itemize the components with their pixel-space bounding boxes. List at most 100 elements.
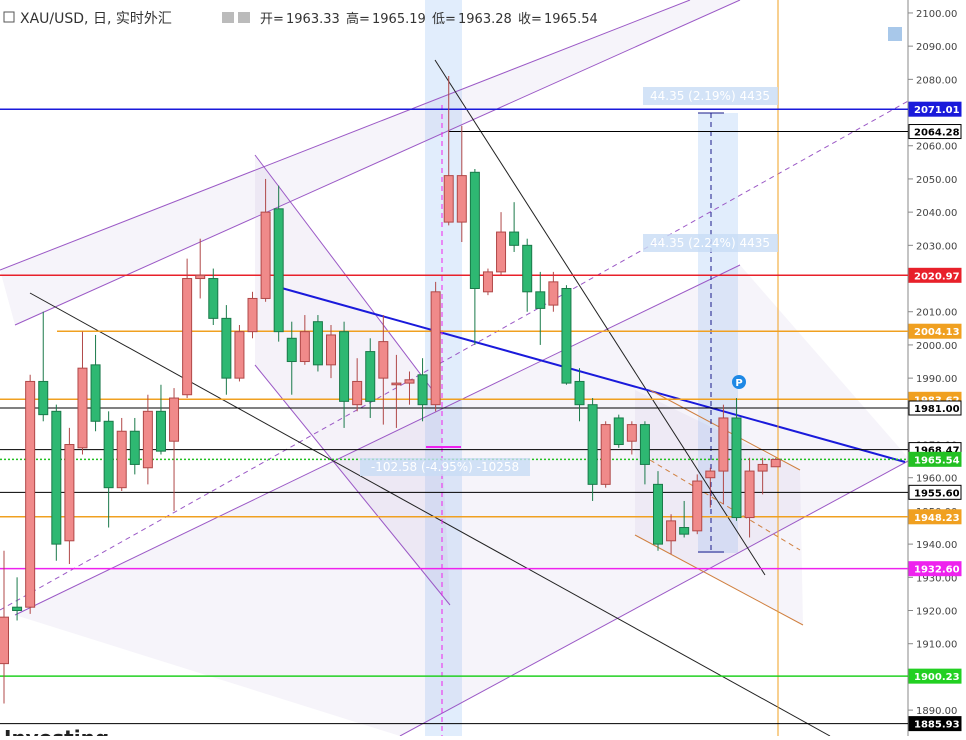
y-tick-label: 2080.00 [916, 75, 957, 86]
candle-body [339, 331, 350, 402]
candle-body [169, 397, 180, 442]
price-tag [908, 484, 962, 500]
candle-body [692, 480, 703, 532]
candle-body [38, 380, 49, 416]
y-tick-label: 2090.00 [916, 42, 957, 53]
price-tag [908, 451, 962, 467]
header-value: 1963.28 [458, 12, 512, 27]
candle-body [653, 483, 663, 545]
candle-body [626, 424, 637, 442]
candle-body [208, 278, 219, 319]
price-tag-label: 1965.54 [914, 455, 960, 466]
y-tick-label: 2060.00 [916, 142, 957, 153]
settings-icon[interactable] [238, 12, 250, 23]
header: XAU/USD, 日, 实时外汇 开= 1963.33 高= 1965.19 低= 196… [3, 11, 598, 27]
toggle-button[interactable] [888, 27, 902, 41]
candle-body [299, 331, 310, 363]
candle-body [574, 380, 585, 406]
price-tag-label: 1885.93 [914, 720, 960, 731]
candle-body [103, 420, 114, 489]
measure-label: 44.35 (2.19%) 4435 [650, 89, 770, 103]
price-tag [908, 561, 962, 577]
header-label: 收= [518, 12, 542, 27]
candle-body [391, 382, 402, 386]
price-tag-label: 1900.23 [914, 672, 960, 683]
candle-body [195, 274, 206, 280]
price-tag [908, 267, 962, 283]
candle-body [718, 417, 729, 472]
measure-label: 44.35 (2.24%) 4435 [650, 236, 770, 250]
candle-body [260, 211, 271, 299]
y-tick-label: 1940.00 [916, 540, 957, 551]
candle-body [326, 334, 336, 366]
price-tag [908, 124, 962, 140]
y-tick-label: 1990.00 [916, 374, 957, 385]
measure-labels: 44.35 (2.19%) 4435 44.35 (2.24%) 4435 -1… [360, 87, 778, 476]
candle-body [731, 417, 742, 519]
candle-body [639, 424, 650, 465]
candle-body [509, 231, 520, 246]
candle-body [155, 410, 166, 452]
candle-body [25, 380, 36, 608]
candle-body [352, 380, 363, 406]
header-value: 1963.33 [286, 12, 340, 27]
candle-body [469, 171, 480, 289]
candle-body [548, 281, 559, 306]
candle-body [744, 470, 755, 519]
candle-body [273, 208, 284, 333]
header-label: 开= [260, 12, 284, 27]
y-tick-label: 2030.00 [916, 241, 957, 252]
price-tag [908, 400, 962, 416]
y-tick-label: 2000.00 [916, 341, 957, 352]
header-value: 1965.19 [372, 12, 426, 27]
candle-body [430, 291, 441, 406]
settings-icon[interactable] [222, 12, 234, 23]
svg-text:P: P [735, 378, 742, 389]
price-tag-label: 1968.47 [914, 446, 960, 457]
candle-body [522, 244, 533, 293]
candle-body [221, 317, 232, 379]
price-tag-label: 1981.00 [914, 404, 960, 415]
price-tag-label: 1955.60 [914, 488, 960, 499]
candle-body [613, 417, 624, 446]
candle-body [182, 278, 193, 396]
header-value: 1965.54 [544, 12, 598, 27]
candle-body [51, 410, 62, 545]
price-tag [908, 509, 962, 525]
candle-body [378, 341, 389, 379]
y-tick-label: 2040.00 [916, 208, 957, 219]
price-tag [908, 323, 962, 339]
candle-body [417, 374, 428, 406]
event-marker[interactable] [732, 375, 746, 389]
symbol: XAU/USD, 日, 实时外汇 [20, 11, 172, 27]
candle-body [757, 463, 768, 472]
candle-body [142, 410, 153, 469]
candle-body [482, 271, 493, 293]
candle-body [404, 379, 415, 384]
candle-body [705, 470, 716, 479]
logo: Investing [4, 726, 109, 736]
candle-body [535, 291, 546, 309]
price-tag [908, 101, 962, 117]
y-tick-label: 2010.00 [916, 308, 957, 319]
candle-body [247, 297, 258, 333]
price-lines [0, 108, 908, 725]
y-tick-label: 1910.00 [916, 640, 957, 651]
price-tags: 2071.012064.282020.972004.131983.621981.… [908, 101, 962, 732]
candle-body [129, 430, 140, 465]
candle-body [496, 231, 507, 273]
y-tick-label: 1930.00 [916, 573, 957, 584]
candle-body [312, 321, 323, 366]
price-tag-label: 2071.01 [914, 105, 960, 116]
y-tick-label: 1920.00 [916, 607, 957, 618]
price-tag-label: 1948.23 [914, 513, 960, 524]
header-label: 高= [346, 11, 370, 27]
candles [0, 76, 781, 704]
candle-body [587, 404, 598, 485]
price-tag-label: 2020.97 [914, 271, 960, 282]
candle-body [456, 175, 467, 223]
candle-body [116, 430, 127, 489]
candle-body [600, 424, 611, 485]
candle-body [666, 520, 677, 542]
